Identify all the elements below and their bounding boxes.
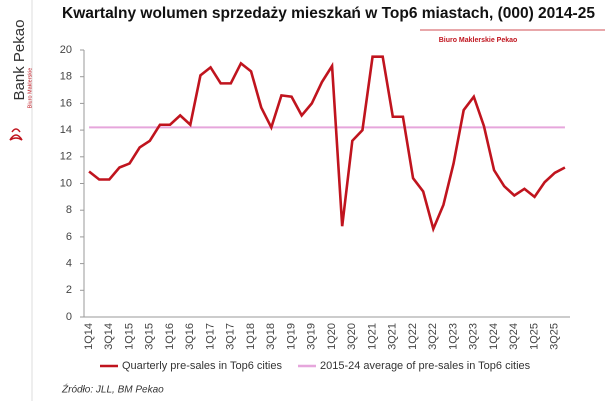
banner: Biuro Maklerskie Pekao bbox=[439, 37, 518, 44]
x-tick-label: 1Q21 bbox=[366, 323, 378, 350]
x-tick-label: 1Q22 bbox=[407, 323, 419, 350]
x-tick-label: 3Q22 bbox=[427, 323, 439, 350]
y-tick-label: 8 bbox=[66, 204, 72, 216]
series-line bbox=[88, 55, 566, 233]
x-tick-label: 3Q25 bbox=[549, 323, 561, 350]
y-tick-label: 12 bbox=[60, 151, 72, 163]
logo-sub: Biuro Maklerskie bbox=[27, 68, 33, 109]
y-tick-label: 2 bbox=[66, 284, 72, 296]
x-tick-label: 1Q19 bbox=[285, 323, 297, 350]
y-tick-label: 18 bbox=[60, 71, 72, 83]
x-tick-label: 3Q17 bbox=[225, 323, 237, 350]
legend-label: 2015-24 average of pre-sales in Top6 cit… bbox=[320, 360, 531, 372]
x-tick-label: 3Q24 bbox=[508, 323, 520, 350]
x-tick-label: 1Q15 bbox=[123, 323, 135, 350]
logo-name: Bank Pekao bbox=[11, 20, 28, 101]
x-tick-label: 3Q14 bbox=[103, 323, 115, 350]
x-tick-label: 1Q23 bbox=[447, 323, 459, 350]
y-tick-label: 16 bbox=[60, 97, 72, 109]
x-tick-label: 1Q16 bbox=[164, 323, 176, 350]
y-tick-label: 10 bbox=[60, 177, 72, 189]
x-tick-label: 1Q20 bbox=[326, 323, 338, 350]
chart-title: Kwartalny wolumen sprzedaży mieszkań w T… bbox=[62, 5, 595, 22]
x-tick-label: 3Q19 bbox=[306, 323, 318, 350]
y-tick-label: 4 bbox=[66, 258, 72, 270]
x-tick-label: 1Q14 bbox=[83, 323, 95, 350]
y-tick-label: 0 bbox=[66, 311, 72, 323]
source: Źródło: JLL, BM Pekao bbox=[61, 383, 164, 396]
x-tick-label: 1Q18 bbox=[245, 323, 257, 350]
y-tick-label: 20 bbox=[60, 44, 72, 56]
x-tick-label: 1Q24 bbox=[488, 323, 500, 350]
x-tick-label: 3Q16 bbox=[184, 323, 196, 350]
y-tick-label: 14 bbox=[60, 124, 72, 136]
legend-label: Quarterly pre-sales in Top6 cities bbox=[122, 360, 282, 372]
x-tick-label: 3Q21 bbox=[387, 323, 399, 350]
x-tick-label: 3Q15 bbox=[144, 323, 156, 350]
x-tick-label: 3Q23 bbox=[468, 323, 480, 350]
x-tick-label: 3Q20 bbox=[346, 323, 358, 350]
x-tick-label: 1Q17 bbox=[204, 323, 216, 350]
x-tick-label: 3Q18 bbox=[265, 323, 277, 350]
y-tick-label: 6 bbox=[66, 231, 72, 243]
x-tick-label: 1Q25 bbox=[528, 323, 540, 350]
logo-icon bbox=[9, 128, 23, 141]
